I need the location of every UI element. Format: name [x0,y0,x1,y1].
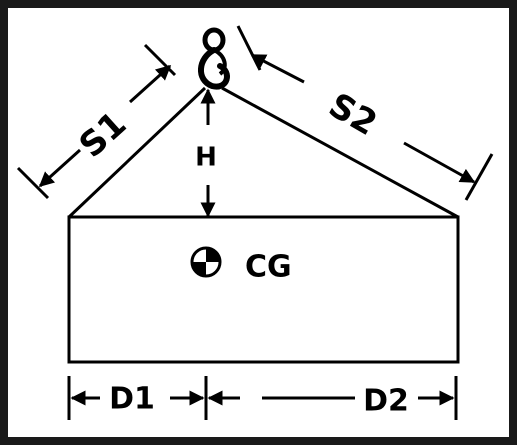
sling-s2 [221,86,459,219]
hoist-hook-icon [198,27,230,90]
load-box [67,215,460,364]
d-dimensions [67,376,458,420]
d2-label: D2 [363,384,409,419]
d1-label: D1 [109,382,155,417]
h-label: H [195,143,217,173]
s1-dimension [16,43,177,200]
center-of-gravity-icon [190,246,222,278]
s2-dimension [236,25,494,201]
cg-label: CG [245,250,292,285]
sling-s1 [67,86,207,219]
